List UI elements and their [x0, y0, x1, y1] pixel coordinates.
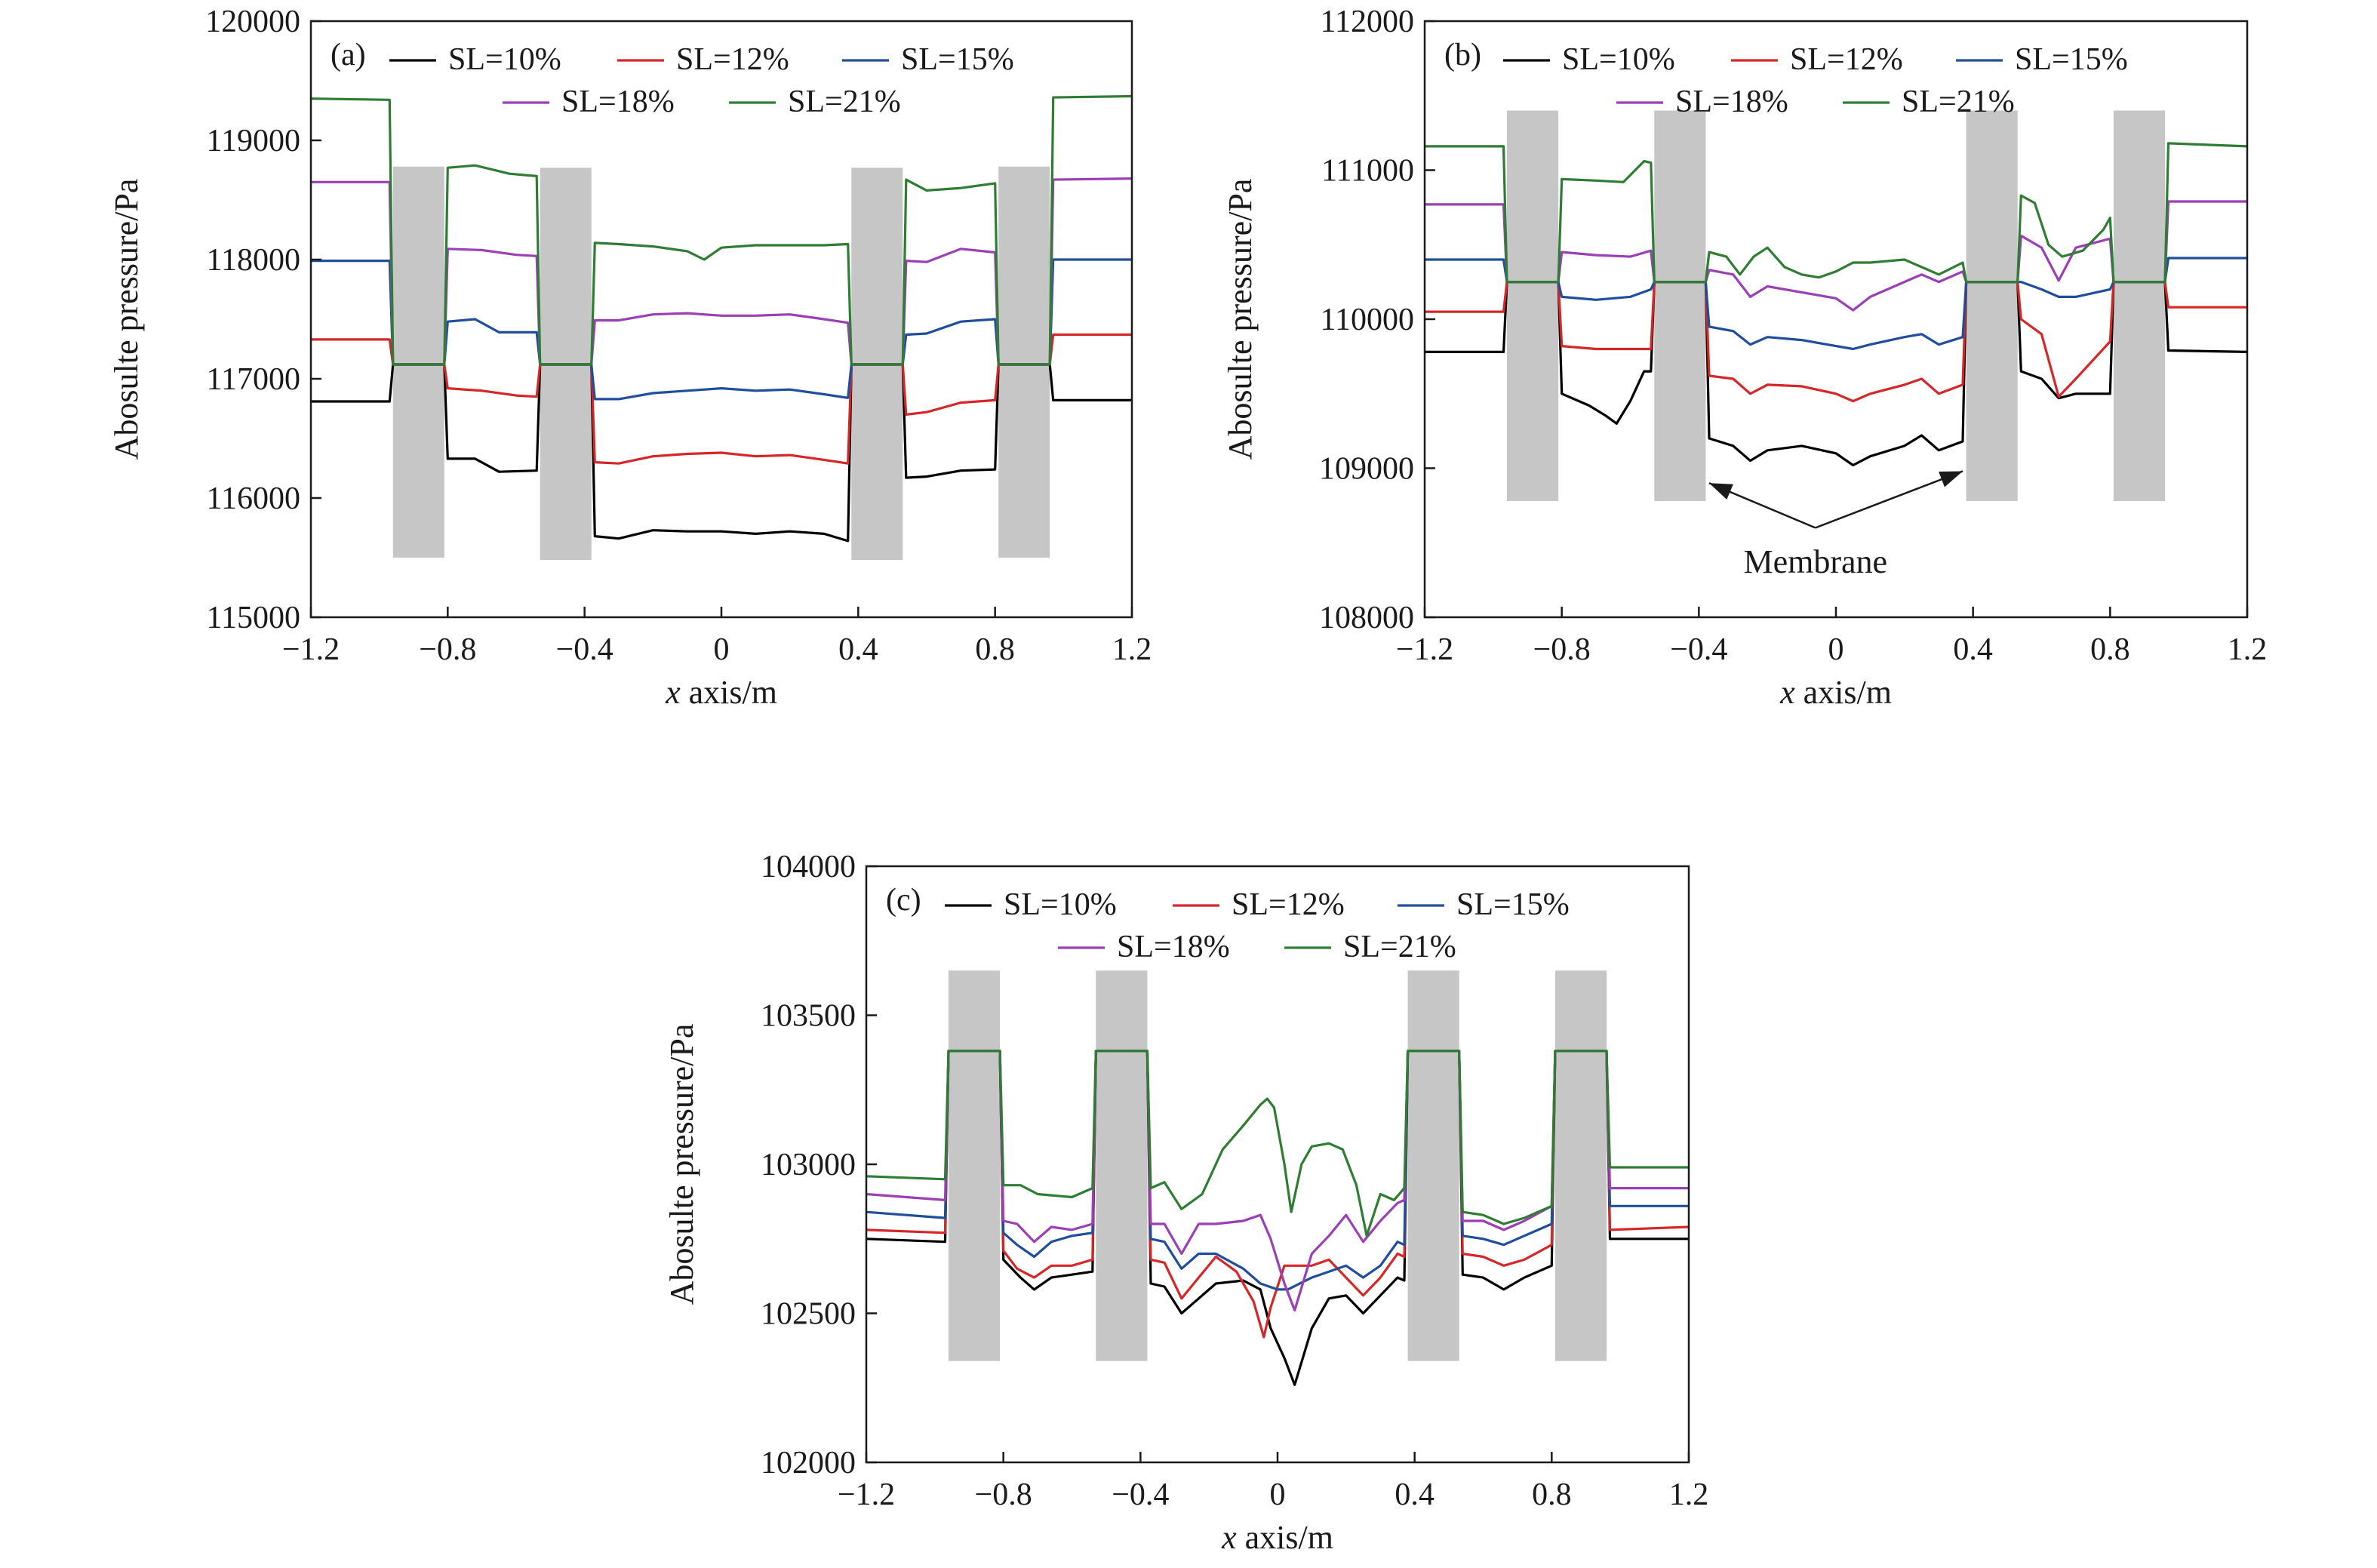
series-line-sl10 — [311, 363, 1132, 543]
y-tick-label: 109000 — [1319, 452, 1414, 487]
y-tick-label: 103000 — [761, 1148, 856, 1182]
y-tick-label: 110000 — [1321, 303, 1414, 337]
y-tick-label: 111000 — [1321, 154, 1414, 189]
membrane-bar — [998, 166, 1050, 558]
x-axis-label: x axis/m — [1779, 674, 1892, 711]
legend-label: SL=18% — [561, 85, 675, 119]
membrane-bar — [1966, 110, 2018, 501]
y-tick-label: 118000 — [207, 243, 300, 278]
series-line-sl15 — [311, 258, 1132, 401]
x-tick-label: 1.2 — [1112, 632, 1152, 667]
x-tick-label: 0.8 — [1532, 1477, 1572, 1512]
panel-b: −1.2 −0.8 −0.4 0 0.4 0.8 1.2 108000 109000 110000… — [1222, 5, 2267, 711]
x-tick-label: 0.4 — [1953, 632, 1993, 667]
legend-label: SL=21% — [1902, 85, 2015, 119]
membrane-bar — [1654, 110, 1706, 501]
panel-tag: (a) — [331, 38, 366, 72]
y-tick-label: 117000 — [207, 362, 300, 397]
y-tick-label: 120000 — [205, 5, 300, 39]
x-axis-label: x axis/m — [1221, 1519, 1333, 1556]
x-tick-label: −1.2 — [282, 632, 340, 667]
series-line-sl21 — [1425, 142, 2247, 284]
y-tick-label: 112000 — [1321, 5, 1414, 39]
x-tick-label: 0.4 — [1395, 1477, 1435, 1512]
series-line-sl12 — [311, 333, 1132, 465]
y-axis-label: Abosulte pressure/Pa — [663, 1024, 700, 1305]
panel-a: −1.2 −0.8 −0.4 0 0.4 0.8 1.2 115000 116000 117000… — [108, 5, 1152, 711]
series-line-sl10 — [1425, 281, 2247, 467]
x-axis-label: x axis/m — [665, 674, 777, 711]
y-axis-label: Abosulte pressure/Pa — [1222, 179, 1259, 460]
x-tick-label: 1.2 — [1669, 1477, 1709, 1512]
series-line-sl12 — [1425, 281, 2247, 403]
series-line-sl10 — [866, 1050, 1689, 1386]
y-tick-label: 119000 — [207, 124, 300, 158]
legend-label: SL=10% — [1562, 42, 1675, 77]
x-tick-label: −0.8 — [1533, 632, 1591, 667]
y-tick-label: 103500 — [761, 999, 856, 1034]
x-tick-label: −0.4 — [556, 632, 613, 667]
panel-tag: (b) — [1444, 38, 1481, 72]
x-tick-label: −0.8 — [419, 632, 476, 667]
legend-label: SL=18% — [1675, 85, 1788, 119]
x-tick-label: −1.2 — [1396, 632, 1453, 667]
panel-c: −1.2 −0.8 −0.4 0 0.4 0.8 1.2 102000 102500 103000… — [663, 850, 1708, 1556]
series-line-sl18 — [311, 177, 1132, 366]
legend-label: SL=21% — [788, 85, 901, 119]
x-tick-label: −0.4 — [1670, 632, 1727, 667]
legend-label: SL=15% — [901, 42, 1014, 77]
y-tick-label: 102000 — [761, 1446, 856, 1480]
legend-label: SL=10% — [448, 42, 561, 77]
x-tick-label: 0.4 — [838, 632, 878, 667]
legend-label: SL=10% — [1004, 887, 1117, 922]
x-tick-label: 0 — [714, 632, 730, 667]
legend-label: SL=15% — [1456, 887, 1570, 922]
y-tick-label: 102500 — [761, 1297, 856, 1332]
x-tick-label: 0.8 — [2090, 632, 2130, 667]
membrane-bar — [1507, 110, 1559, 501]
membrane-bar — [1096, 970, 1148, 1361]
membrane-bar — [2113, 110, 2165, 501]
legend-label: SL=15% — [2015, 42, 2128, 77]
legend-label: SL=21% — [1343, 930, 1456, 964]
x-tick-label: 1.2 — [2228, 632, 2268, 667]
x-tick-label: −0.8 — [975, 1477, 1032, 1512]
annotation-arrowhead — [1708, 483, 1733, 500]
annotation-arrowhead — [1939, 471, 1963, 487]
series-line-sl12 — [866, 1050, 1689, 1339]
x-tick-label: 0.8 — [975, 632, 1015, 667]
y-tick-label: 108000 — [1319, 601, 1414, 635]
membrane-bar — [1407, 970, 1459, 1361]
series-line-sl15 — [866, 1050, 1689, 1291]
panel-tag: (c) — [886, 883, 921, 918]
series-line-sl18 — [866, 1050, 1689, 1312]
series-line-sl21 — [311, 94, 1132, 366]
legend-label: SL=18% — [1117, 930, 1230, 964]
y-tick-label: 115000 — [207, 601, 300, 635]
x-tick-label: −1.2 — [838, 1477, 895, 1512]
membrane-bar — [1554, 970, 1607, 1361]
y-tick-label: 116000 — [207, 481, 300, 516]
annotation-arrow — [1815, 470, 1963, 529]
x-tick-label: 0 — [1828, 632, 1844, 667]
x-tick-label: 0 — [1270, 1477, 1286, 1512]
membrane-bar — [392, 166, 444, 558]
series-line-sl18 — [1425, 200, 2247, 312]
series-line-sl15 — [1425, 257, 2247, 351]
x-tick-label: −0.4 — [1112, 1477, 1169, 1512]
legend-label: SL=12% — [1232, 887, 1345, 922]
legend-label: SL=12% — [676, 42, 789, 77]
y-tick-label: 104000 — [761, 850, 856, 884]
membrane-bar — [949, 970, 1001, 1361]
membrane-annotation: Membrane — [1743, 543, 1887, 580]
series-line-sl21 — [866, 1050, 1689, 1237]
legend-label: SL=12% — [1790, 42, 1903, 77]
y-axis-label: Abosulte pressure/Pa — [108, 179, 145, 460]
